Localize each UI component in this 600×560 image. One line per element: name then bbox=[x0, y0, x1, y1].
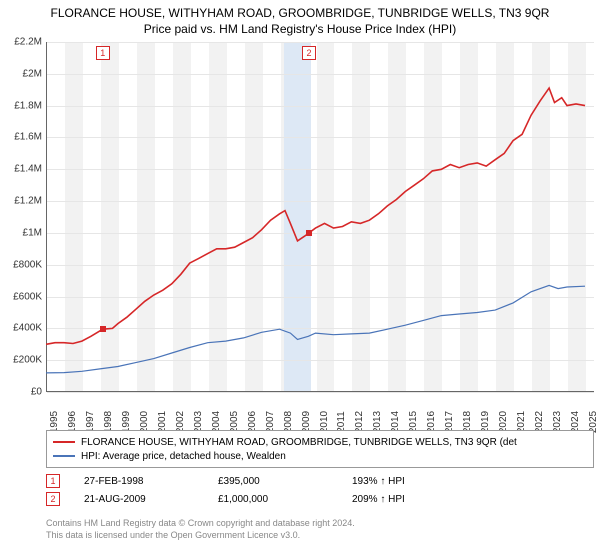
y-tick-label: £2M bbox=[2, 68, 42, 79]
transaction-point bbox=[100, 326, 106, 332]
transaction-price: £1,000,000 bbox=[218, 494, 328, 505]
transaction-price: £395,000 bbox=[218, 476, 328, 487]
transaction-marker: 2 bbox=[302, 46, 316, 60]
series-hpi bbox=[46, 285, 585, 373]
y-tick-label: £800K bbox=[2, 259, 42, 270]
legend-row-property: FLORANCE HOUSE, WITHYHAM ROAD, GROOMBRID… bbox=[53, 435, 587, 449]
y-tick-label: £1M bbox=[2, 227, 42, 238]
transaction-date: 27-FEB-1998 bbox=[84, 476, 194, 487]
y-tick-label: £1.8M bbox=[2, 100, 42, 111]
chart-title: FLORANCE HOUSE, WITHYHAM ROAD, GROOMBRID… bbox=[0, 0, 600, 20]
y-tick-label: £600K bbox=[2, 291, 42, 302]
transaction-row: 2 21-AUG-2009 £1,000,000 209% ↑ HPI bbox=[46, 490, 405, 508]
legend-swatch-hpi bbox=[53, 455, 75, 457]
legend-swatch-property bbox=[53, 441, 75, 443]
transaction-date: 21-AUG-2009 bbox=[84, 494, 194, 505]
chart-container: FLORANCE HOUSE, WITHYHAM ROAD, GROOMBRID… bbox=[0, 0, 600, 560]
legend-label-hpi: HPI: Average price, detached house, Weal… bbox=[81, 451, 286, 462]
y-tick-label: £0 bbox=[2, 387, 42, 398]
transaction-row: 1 27-FEB-1998 £395,000 193% ↑ HPI bbox=[46, 472, 405, 490]
chart-plot-area: £0£200K£400K£600K£800K£1M£1.2M£1.4M£1.6M… bbox=[46, 42, 594, 392]
transaction-point bbox=[306, 230, 312, 236]
chart-subtitle: Price paid vs. HM Land Registry's House … bbox=[0, 20, 600, 36]
legend-row-hpi: HPI: Average price, detached house, Weal… bbox=[53, 449, 587, 463]
footer-line-2: This data is licensed under the Open Gov… bbox=[46, 530, 355, 542]
footer-line-1: Contains HM Land Registry data © Crown c… bbox=[46, 518, 355, 530]
series-svg bbox=[46, 42, 594, 392]
y-tick-label: £1.6M bbox=[2, 132, 42, 143]
legend-label-property: FLORANCE HOUSE, WITHYHAM ROAD, GROOMBRID… bbox=[81, 437, 517, 448]
transaction-row-marker: 1 bbox=[46, 474, 60, 488]
footer-attribution: Contains HM Land Registry data © Crown c… bbox=[46, 518, 355, 541]
transaction-marker: 1 bbox=[96, 46, 110, 60]
transaction-row-marker: 2 bbox=[46, 492, 60, 506]
y-tick-label: £400K bbox=[2, 323, 42, 334]
legend-box: FLORANCE HOUSE, WITHYHAM ROAD, GROOMBRID… bbox=[46, 430, 594, 468]
y-tick-label: £1.2M bbox=[2, 196, 42, 207]
y-tick-label: £1.4M bbox=[2, 164, 42, 175]
transaction-hpi: 209% ↑ HPI bbox=[352, 494, 405, 505]
y-tick-label: £2.2M bbox=[2, 37, 42, 48]
transactions-table: 1 27-FEB-1998 £395,000 193% ↑ HPI 2 21-AUG-20… bbox=[46, 472, 405, 508]
transaction-hpi: 193% ↑ HPI bbox=[352, 476, 405, 487]
gridline bbox=[47, 392, 594, 393]
y-tick-label: £200K bbox=[2, 355, 42, 366]
